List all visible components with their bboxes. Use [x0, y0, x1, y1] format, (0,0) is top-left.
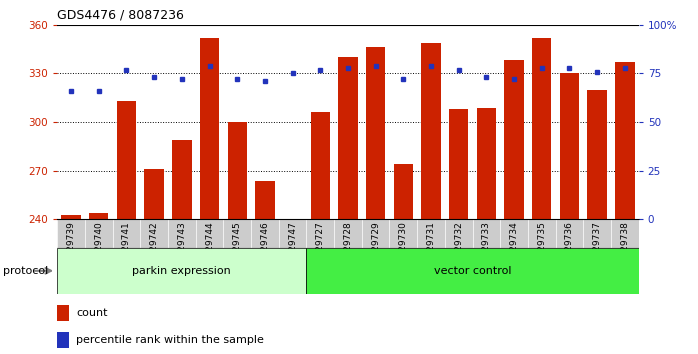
Text: GSM729727: GSM729727 — [315, 221, 325, 276]
Text: GSM729745: GSM729745 — [232, 221, 242, 276]
Bar — [144, 169, 164, 219]
Bar — [89, 213, 108, 219]
Bar — [306, 219, 334, 248]
Text: GSM729741: GSM729741 — [122, 221, 131, 276]
Text: percentile rank within the sample: percentile rank within the sample — [77, 335, 265, 345]
Bar — [228, 122, 247, 219]
Bar — [528, 219, 556, 248]
Bar — [422, 42, 440, 219]
Text: GDS4476 / 8087236: GDS4476 / 8087236 — [57, 9, 184, 22]
Bar — [556, 219, 584, 248]
Bar — [306, 248, 639, 294]
Bar — [588, 90, 607, 219]
Bar — [311, 113, 330, 219]
Bar — [85, 219, 112, 248]
Bar — [505, 61, 524, 219]
Text: GSM729746: GSM729746 — [260, 221, 269, 276]
Bar — [500, 219, 528, 248]
Text: parkin expression: parkin expression — [133, 266, 231, 276]
Text: GSM729734: GSM729734 — [510, 221, 519, 276]
Bar — [394, 164, 413, 219]
Text: GSM729730: GSM729730 — [399, 221, 408, 276]
Text: GSM729735: GSM729735 — [537, 221, 547, 276]
Text: GSM729739: GSM729739 — [66, 221, 75, 276]
Text: protocol: protocol — [3, 266, 49, 276]
Bar — [532, 38, 551, 219]
Bar — [112, 219, 140, 248]
Bar — [168, 219, 195, 248]
Text: GSM729743: GSM729743 — [177, 221, 186, 276]
Text: GSM729732: GSM729732 — [454, 221, 463, 276]
Bar — [449, 109, 468, 219]
Bar — [417, 219, 445, 248]
Bar — [615, 62, 634, 219]
Text: GSM729740: GSM729740 — [94, 221, 103, 276]
Bar — [57, 305, 70, 321]
Bar — [223, 219, 251, 248]
Text: GSM729731: GSM729731 — [426, 221, 436, 276]
Bar — [57, 248, 306, 294]
Bar — [362, 219, 389, 248]
Bar — [200, 38, 219, 219]
Text: GSM729742: GSM729742 — [149, 221, 158, 275]
Text: count: count — [77, 308, 108, 318]
Text: GSM729728: GSM729728 — [343, 221, 352, 276]
Bar — [251, 219, 279, 248]
Bar — [172, 140, 191, 219]
Bar — [366, 47, 385, 219]
Bar — [560, 73, 579, 219]
Bar — [140, 219, 168, 248]
Bar — [334, 219, 362, 248]
Text: GSM729747: GSM729747 — [288, 221, 297, 276]
Bar — [255, 181, 274, 219]
Bar — [611, 219, 639, 248]
Text: GSM729733: GSM729733 — [482, 221, 491, 276]
Bar — [477, 108, 496, 219]
Bar — [117, 101, 136, 219]
Bar — [473, 219, 500, 248]
Bar — [279, 219, 306, 248]
Bar — [584, 219, 611, 248]
Text: GSM729737: GSM729737 — [593, 221, 602, 276]
Bar — [339, 57, 357, 219]
Bar — [445, 219, 473, 248]
Text: GSM729738: GSM729738 — [621, 221, 630, 276]
Bar — [57, 219, 85, 248]
Bar — [389, 219, 417, 248]
Bar — [61, 215, 81, 219]
Text: GSM729736: GSM729736 — [565, 221, 574, 276]
Bar — [195, 219, 223, 248]
Text: GSM729744: GSM729744 — [205, 221, 214, 275]
Text: GSM729729: GSM729729 — [371, 221, 380, 276]
Bar — [57, 332, 70, 348]
Text: vector control: vector control — [433, 266, 512, 276]
